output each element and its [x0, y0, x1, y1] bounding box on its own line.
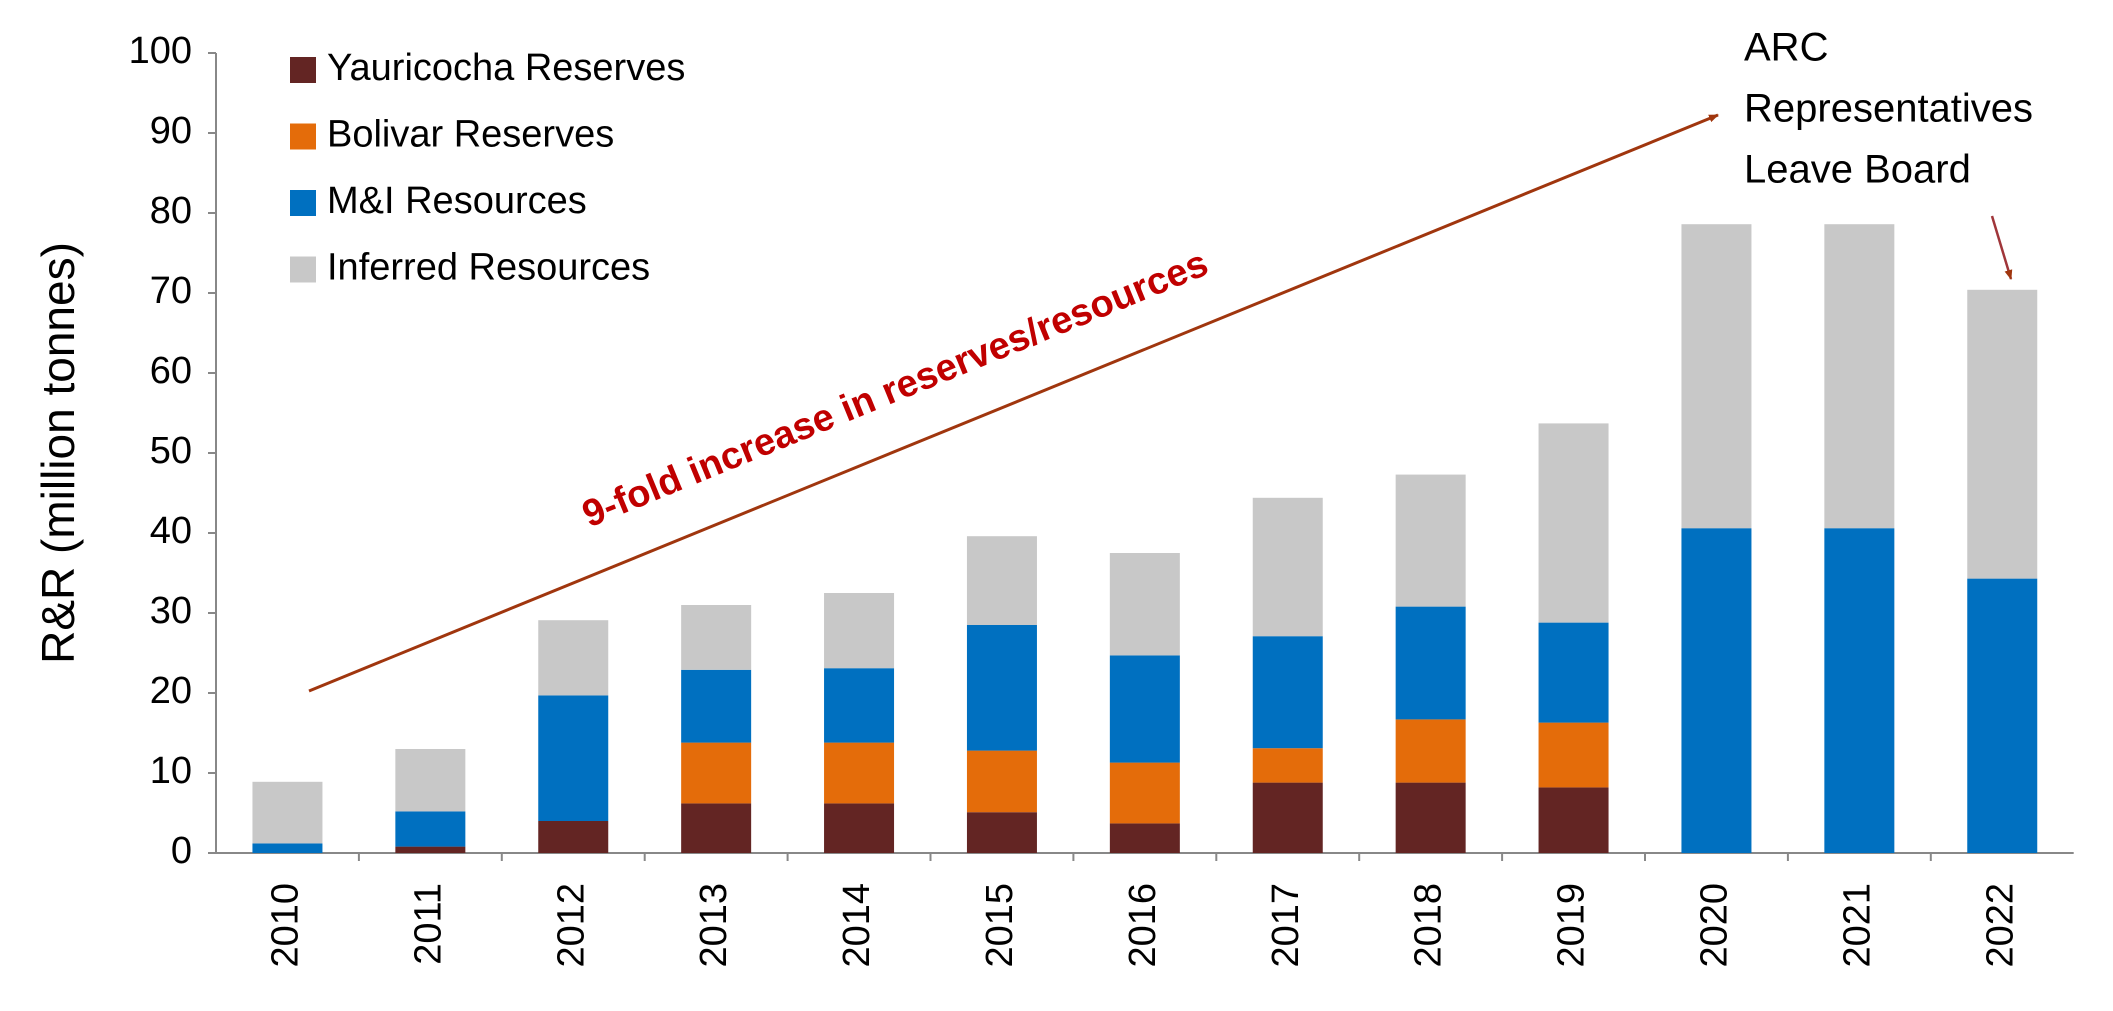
bar-segment: [966, 536, 1037, 625]
bar-segment: [1109, 553, 1180, 656]
bar-segment: [1681, 528, 1752, 853]
y-tick-label: 100: [129, 30, 192, 72]
bar-segment: [538, 695, 609, 821]
bar-segment: [1967, 578, 2038, 853]
x-tick-label: 2013: [693, 883, 735, 968]
bar-segment: [1967, 289, 2038, 579]
y-tick-label: 20: [150, 670, 192, 712]
bar-segment: [1538, 423, 1609, 623]
board-arrow: [1990, 215, 2013, 280]
bar-segment: [1538, 722, 1609, 788]
bar-segment: [1395, 719, 1466, 783]
bar-segment: [1395, 782, 1466, 853]
legend-swatch: [290, 190, 316, 216]
board-annotation: Representatives: [1744, 87, 2033, 131]
bar-segment: [1252, 497, 1323, 637]
bar-segment: [966, 812, 1037, 853]
bar-segment: [1252, 782, 1323, 853]
bar-segment: [966, 625, 1037, 751]
bar-segment: [538, 620, 609, 696]
x-tick-label: 2012: [550, 883, 592, 968]
x-tick-label: 2020: [1693, 883, 1735, 968]
bar-segment: [395, 811, 466, 847]
bar-segment: [395, 846, 466, 853]
x-tick-label: 2011: [407, 883, 449, 965]
x-tick-label: 2022: [1979, 883, 2021, 968]
legend-label: Yauricocha Reserves: [327, 47, 685, 89]
y-axis-title: R&R (million tonnes): [32, 242, 84, 664]
bar-segment: [824, 668, 895, 743]
legend-swatch: [290, 123, 316, 150]
legend-swatch: [290, 57, 316, 83]
bar-segment: [1109, 823, 1180, 853]
bar-segment: [1395, 606, 1466, 720]
bar-segment: [395, 749, 466, 812]
x-tick-label: 2021: [1836, 883, 1878, 968]
growth-annotation: 9-fold increase in reserves/resources: [577, 242, 1214, 536]
bar-segment: [1109, 655, 1180, 763]
bar-segment: [681, 669, 752, 743]
bar-segment: [1538, 787, 1609, 853]
y-tick-label: 40: [150, 510, 192, 552]
x-tick-label: 2014: [836, 883, 878, 968]
bar-segment: [681, 605, 752, 670]
legend-label: M&I Resources: [327, 180, 587, 222]
bar-segment: [1252, 636, 1323, 749]
bar-segment: [966, 750, 1037, 813]
legend-label: Bolivar Reserves: [327, 114, 614, 156]
bar-segment: [252, 781, 323, 844]
bar-segment: [681, 742, 752, 804]
bar-segment: [824, 742, 895, 804]
bar-segment: [1824, 224, 1895, 529]
bar-segment: [1538, 622, 1609, 723]
y-tick-label: 10: [150, 750, 192, 792]
x-tick-label: 2017: [1265, 883, 1307, 968]
board-annotation: ARC: [1744, 26, 1828, 70]
y-tick-label: 80: [150, 190, 192, 232]
y-tick-label: 30: [150, 590, 192, 632]
bar-segment: [824, 593, 895, 669]
x-tick-label: 2019: [1551, 883, 1593, 968]
x-tick-label: 2010: [264, 883, 306, 968]
x-tick-label: 2015: [979, 883, 1021, 968]
legend-label: Inferred Resources: [327, 247, 650, 289]
bar-segment: [1681, 224, 1752, 529]
bar-segment: [252, 843, 323, 853]
bar-segment: [538, 821, 609, 853]
x-tick-label: 2016: [1122, 883, 1164, 968]
growth-arrow: [308, 113, 1719, 693]
bar-segment: [824, 803, 895, 853]
bar-segment: [1395, 474, 1466, 607]
y-tick-label: 90: [150, 110, 192, 152]
x-tick-label: 2018: [1408, 883, 1450, 968]
y-tick-label: 0: [171, 830, 192, 872]
y-tick-label: 50: [150, 430, 192, 472]
bar-segment: [681, 803, 752, 853]
legend-swatch: [290, 256, 316, 283]
bar-segment: [1824, 528, 1895, 853]
bar-segment: [1109, 762, 1180, 824]
board-annotation: Leave Board: [1744, 148, 1971, 192]
y-tick-label: 60: [150, 350, 192, 392]
y-tick-label: 70: [150, 270, 192, 312]
bar-segment: [1252, 748, 1323, 783]
